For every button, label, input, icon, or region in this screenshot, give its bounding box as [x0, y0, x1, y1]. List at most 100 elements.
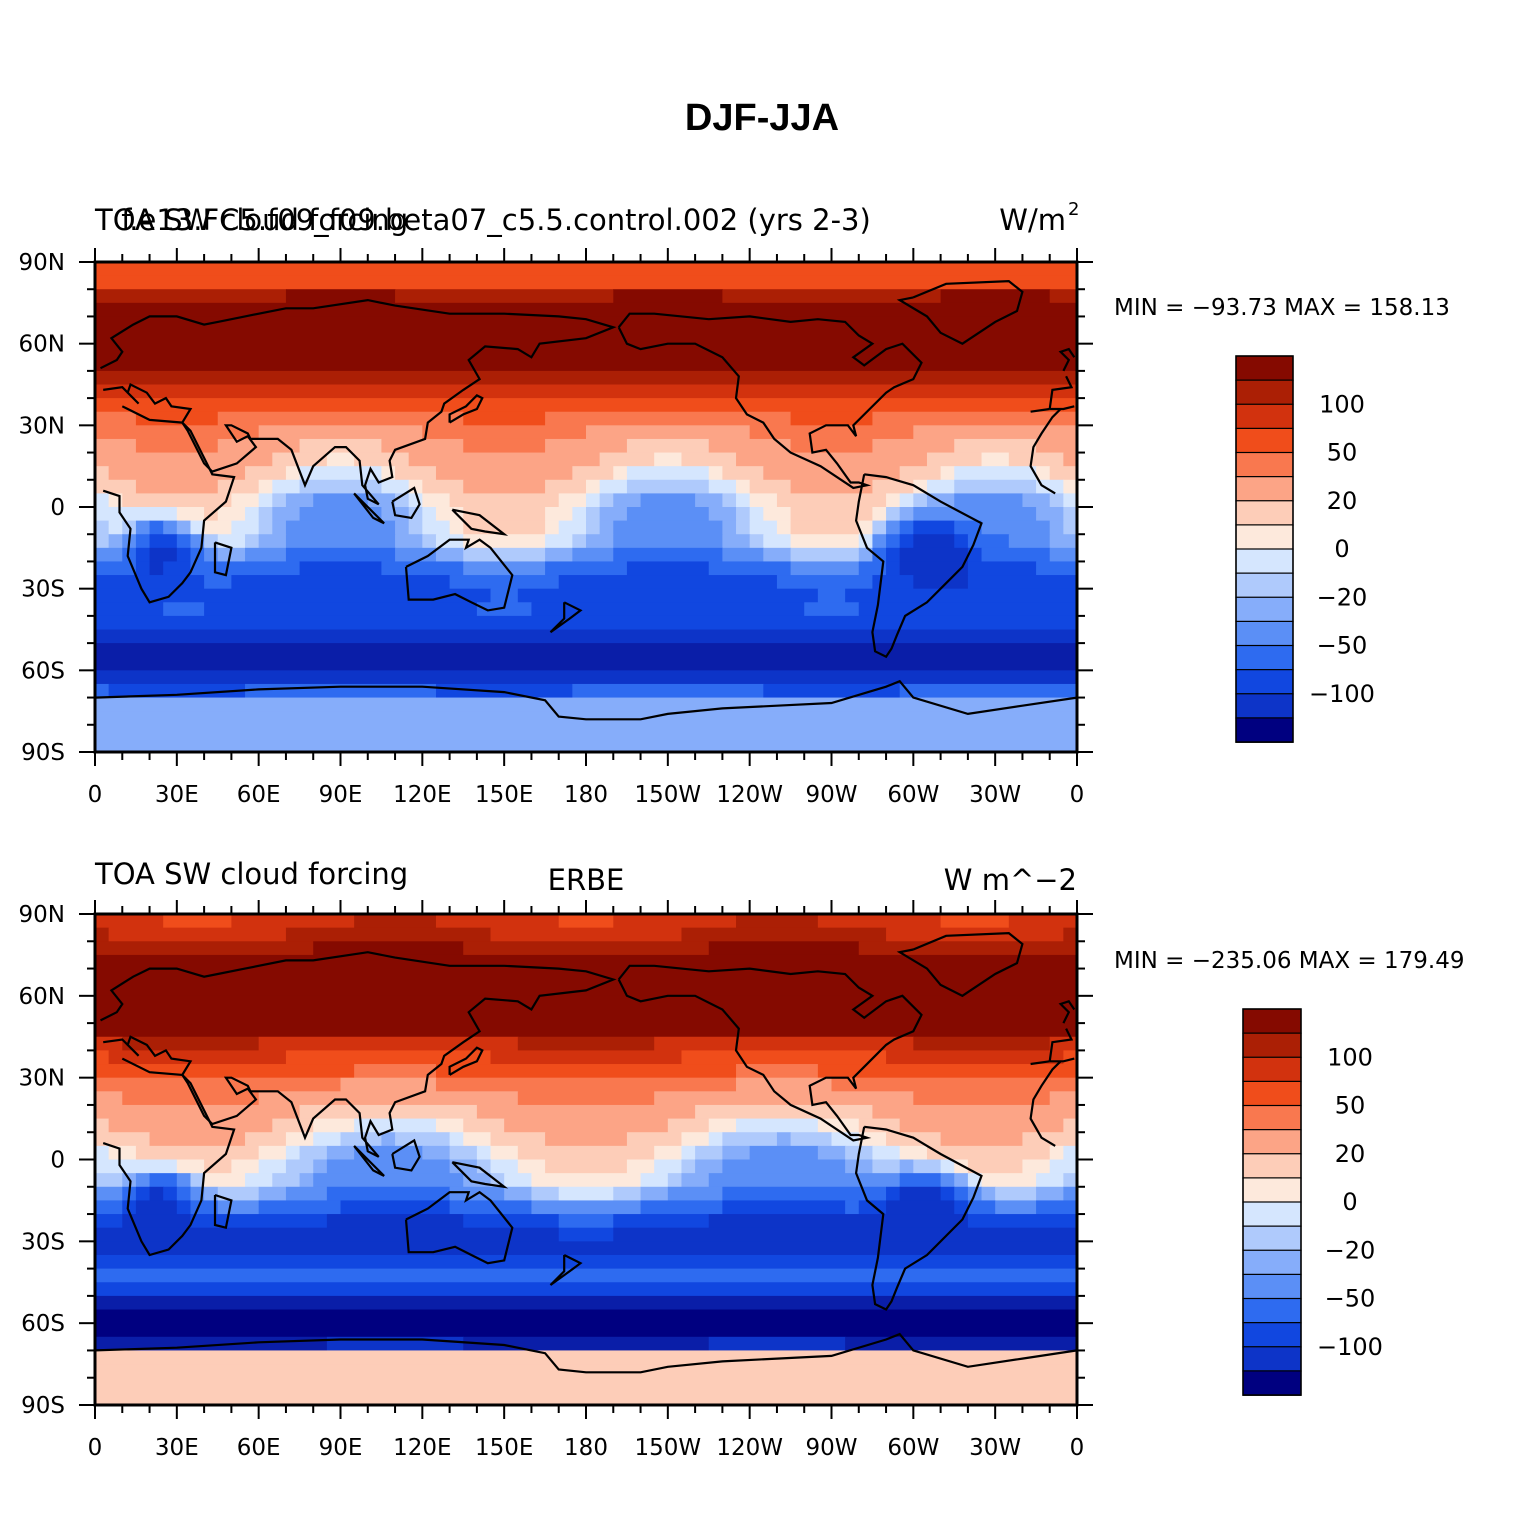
- field-cell: [204, 520, 232, 535]
- field-cell: [231, 575, 451, 590]
- field-cell: [422, 493, 451, 508]
- field-cell: [831, 1077, 1078, 1092]
- field-cell: [95, 1364, 1078, 1379]
- y-tick-label: 90S: [21, 1393, 65, 1419]
- field-cell: [135, 520, 151, 535]
- field-cell: [558, 1227, 614, 1242]
- field-cell: [190, 1214, 328, 1229]
- field-cell: [626, 561, 710, 576]
- colorbar-box: [1242, 1297, 1302, 1324]
- field-cell: [640, 1186, 669, 1202]
- y-tick-label: 60S: [21, 1311, 65, 1337]
- panel-left-title: TOA SW cloud forcing: [94, 857, 408, 891]
- field-cell: [545, 534, 573, 549]
- field-cell: [517, 1145, 655, 1161]
- field-cell: [981, 1173, 1037, 1188]
- field-cell: [395, 466, 437, 481]
- field-cell: [913, 493, 928, 508]
- field-cell: [1022, 1159, 1051, 1174]
- field-cell: [95, 1309, 1078, 1324]
- field-cell: [258, 493, 273, 508]
- field-cell: [463, 438, 546, 454]
- field-cell: [558, 1214, 614, 1229]
- field-cell: [708, 941, 860, 956]
- field-cell: [886, 561, 901, 576]
- field-cell: [817, 914, 942, 929]
- colorbar-box: [1235, 548, 1294, 575]
- field-cell: [708, 466, 723, 481]
- field-cell: [217, 507, 246, 522]
- field-cell: [422, 507, 437, 522]
- field-cell: [763, 507, 792, 522]
- field-cell: [258, 507, 273, 522]
- field-cell: [736, 520, 751, 535]
- x-tick-label: 150E: [475, 782, 533, 808]
- field-cell: [1008, 452, 1064, 467]
- field-cell: [190, 520, 205, 535]
- field-cell: [326, 1214, 464, 1229]
- field-cell: [613, 1227, 1078, 1242]
- field-cell: [95, 479, 137, 494]
- field-cell: [872, 438, 955, 454]
- field-cell: [736, 1118, 819, 1133]
- colorbar-box: [1235, 693, 1294, 719]
- field-cell: [95, 452, 273, 467]
- field-cell: [95, 941, 314, 956]
- field-cell: [817, 588, 846, 603]
- field-cell: [326, 1186, 451, 1202]
- field-cell: [708, 1173, 901, 1188]
- field-cell: [217, 411, 464, 426]
- coastline: [617, 964, 923, 1142]
- panel-units-exponent: 2: [1068, 199, 1079, 220]
- field-cell: [872, 1159, 901, 1174]
- field-cell: [463, 1132, 492, 1147]
- field-cell: [776, 1132, 792, 1147]
- colorbar-label: −50: [1317, 632, 1368, 660]
- field-cell: [490, 1159, 519, 1174]
- field-cell: [940, 466, 955, 481]
- field-cell: [858, 602, 1078, 617]
- field-cell: [763, 534, 792, 549]
- y-tick-label: 30S: [21, 1229, 65, 1255]
- coastline: [404, 1190, 514, 1265]
- field-cell: [736, 479, 751, 494]
- field-cell: [899, 1173, 942, 1188]
- field-cell: [517, 1036, 655, 1051]
- colorbar-box: [1235, 500, 1294, 526]
- field-cell: [190, 1173, 205, 1188]
- colorbar-label: 50: [1335, 1092, 1366, 1120]
- field-cell: [95, 425, 260, 440]
- field-cell: [722, 1145, 751, 1161]
- field-cell: [531, 1200, 642, 1215]
- y-tick-label: 0: [50, 495, 65, 521]
- field-cell: [599, 493, 614, 508]
- field-cell: [899, 466, 942, 481]
- field-cell: [995, 1186, 1037, 1202]
- field-cell: [95, 1391, 1078, 1406]
- field-cell: [722, 1132, 778, 1147]
- x-tick-label: 120W: [716, 782, 783, 808]
- field-cell: [463, 941, 710, 956]
- coastline: [94, 679, 1078, 721]
- field-cell: [654, 1145, 683, 1161]
- field-cell: [449, 1132, 464, 1147]
- field-cell: [176, 1159, 205, 1174]
- field-cell: [204, 575, 232, 590]
- map-field: [95, 262, 1078, 753]
- field-cell: [749, 479, 792, 494]
- field-cell: [122, 493, 232, 508]
- field-cell: [285, 547, 396, 563]
- coastline: [448, 1046, 484, 1076]
- coastline: [353, 492, 385, 525]
- field-cell: [545, 411, 792, 426]
- field-cell: [95, 697, 1078, 712]
- x-tick-label: 180: [564, 782, 608, 808]
- field-cell: [572, 507, 587, 522]
- coastline: [896, 279, 1024, 345]
- x-tick-label: 0: [88, 782, 103, 808]
- colorbar-box: [1235, 669, 1294, 695]
- field-cell: [940, 1132, 1024, 1147]
- field-cell: [176, 520, 192, 535]
- field-cell: [435, 466, 573, 481]
- field-cell: [299, 1173, 314, 1188]
